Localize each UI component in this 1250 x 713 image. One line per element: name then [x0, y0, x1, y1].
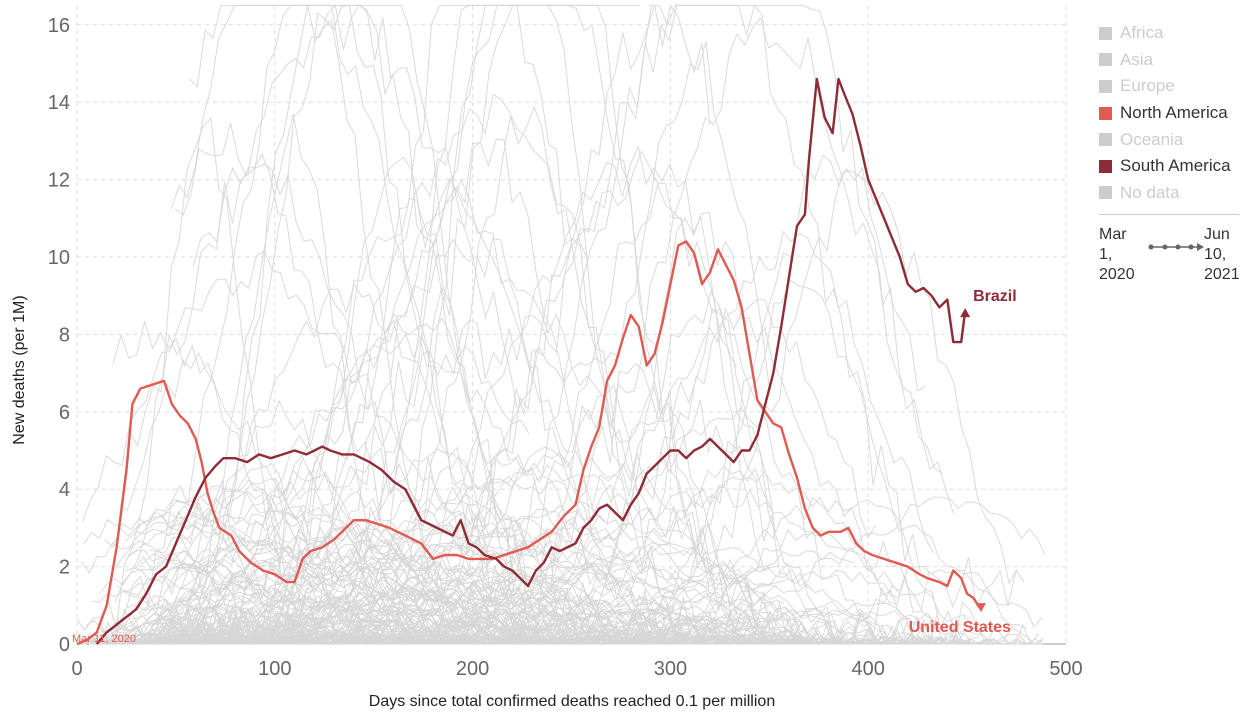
legend-item-oceania[interactable]: Oceania: [1099, 126, 1249, 153]
legend-item-europe[interactable]: Europe: [1099, 73, 1249, 100]
background-country-line: [121, 4, 518, 504]
series-end-arrow-icon: [975, 603, 986, 613]
background-country-line: [125, 508, 981, 645]
legend: Africa Asia Europe North America Oceania Sout…: [1099, 20, 1249, 285]
legend-divider: [1099, 214, 1239, 216]
background-country-line: [161, 497, 709, 645]
y-tick-label: 12: [48, 170, 70, 192]
start-date-annotation: Mar 11, 2020: [72, 633, 136, 645]
series-end-arrow-icon: [960, 308, 971, 318]
x-tick-label: 500: [1049, 658, 1082, 680]
background-country-line: [144, 540, 549, 624]
series-label-brazil: Brazil: [973, 288, 1017, 305]
legend-label: Europe: [1120, 76, 1175, 96]
timeline-start-month: Mar: [1099, 226, 1127, 244]
legend-label: Asia: [1120, 49, 1154, 69]
legend-label: South America: [1120, 156, 1231, 176]
background-country-line: [83, 510, 805, 645]
timeline-control[interactable]: Mar 1, 2020 Jun 10, 2021: [1099, 225, 1249, 285]
legend-label: No data: [1120, 182, 1180, 202]
legend-swatch: [1099, 26, 1112, 40]
background-country-line: [104, 515, 509, 634]
x-tick-label: 100: [258, 658, 291, 680]
x-tick-label: 200: [456, 658, 489, 680]
timeline-end-label: Jun 10, 2021: [1204, 225, 1240, 285]
background-country-line: [152, 563, 683, 645]
timeline-start-year: 2020: [1099, 266, 1135, 284]
series-label-united-states: United States: [909, 619, 1011, 636]
series-lines: United States Brazil: [76, 77, 1017, 646]
x-tick-label: 400: [852, 658, 885, 680]
axis-ticks: 0 2 4 6 8 10 12 14 16 0 100 200 300 400 500: [48, 15, 1083, 680]
background-country-line: [88, 332, 858, 645]
background-country-line: [152, 615, 1024, 645]
legend-items: Africa Asia Europe North America Oceania Sout…: [1099, 20, 1249, 206]
background-country-line: [101, 580, 585, 645]
y-tick-label: 8: [59, 324, 70, 346]
legend-swatch: [1099, 106, 1112, 120]
legend-item-south-america[interactable]: South America: [1099, 153, 1249, 180]
series-line-brazil[interactable]: [95, 77, 967, 645]
legend-swatch: [1099, 186, 1112, 200]
y-tick-label: 14: [48, 92, 70, 114]
y-tick-label: 4: [59, 479, 70, 501]
legend-item-africa[interactable]: Africa: [1099, 20, 1249, 47]
y-tick-label: 2: [59, 557, 70, 579]
legend-swatch: [1099, 133, 1112, 147]
y-tick-label: 0: [59, 634, 70, 656]
series-line-united-states[interactable]: [76, 240, 982, 646]
background-country-line: [117, 493, 775, 645]
y-tick-label: 16: [48, 15, 70, 37]
background-country-line: [183, 464, 928, 645]
background-country-line: [166, 150, 737, 609]
background-country-line: [172, 543, 632, 597]
timeline-end-day: 10,: [1204, 246, 1227, 264]
background-country-line: [120, 93, 589, 646]
background-country-line: [98, 548, 844, 645]
background-country-line: [165, 468, 855, 645]
legend-label: Africa: [1120, 23, 1164, 43]
background-country-line: [152, 237, 1040, 646]
y-axis-title: New deaths (per 1M): [11, 295, 28, 444]
legend-label: North America: [1120, 103, 1228, 123]
x-axis-title: Days since total confirmed deaths reache…: [369, 693, 775, 710]
timeline-start-day: 1,: [1099, 246, 1113, 264]
timeline-end-year: 2021: [1204, 266, 1240, 284]
legend-swatch: [1099, 53, 1112, 67]
timeline-arrow-icon[interactable]: [1147, 242, 1205, 252]
x-tick-label: 300: [654, 658, 687, 680]
background-country-lines: [76, 4, 1046, 646]
background-country-line: [170, 4, 592, 636]
timeline-end-month: Jun: [1204, 226, 1230, 244]
background-country-line: [164, 177, 1044, 645]
background-country-line: [163, 496, 1043, 645]
background-country-line: [192, 163, 1025, 646]
background-country-line: [99, 117, 971, 646]
background-country-line: [113, 523, 874, 645]
y-tick-label: 10: [48, 247, 70, 269]
background-country-line: [173, 154, 926, 646]
legend-label: Oceania: [1120, 129, 1184, 149]
background-country-line: [91, 559, 527, 630]
timeline-start-label: Mar 1, 2020: [1099, 225, 1135, 285]
legend-swatch: [1099, 79, 1112, 93]
legend-item-asia[interactable]: Asia: [1099, 47, 1249, 74]
legend-swatch: [1099, 159, 1112, 173]
y-tick-label: 6: [59, 402, 70, 424]
legend-item-north-america[interactable]: North America: [1099, 100, 1249, 127]
legend-item-no-data[interactable]: No data: [1099, 180, 1249, 207]
x-tick-label: 0: [71, 658, 82, 680]
